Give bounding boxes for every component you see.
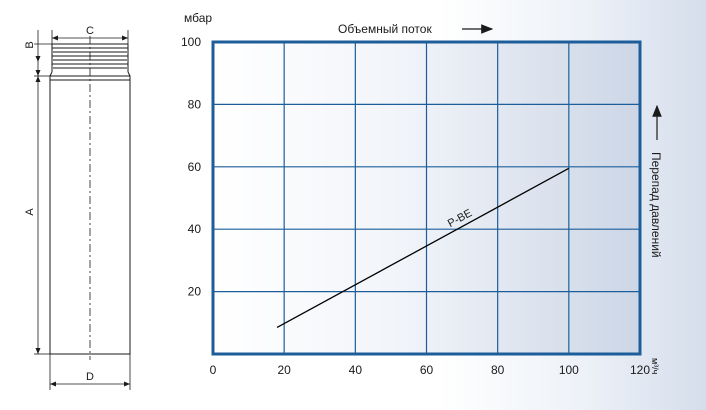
plot-frame (211, 40, 642, 356)
x-tick-label: 120 (630, 363, 650, 377)
dim-b-label: B (24, 41, 36, 48)
x-tick-label: 40 (349, 363, 363, 377)
x-tick-label: 20 (277, 363, 291, 377)
y-unit-label: мбар (184, 11, 212, 25)
right-axis-label: Перепад давлений (649, 152, 663, 258)
x-tick-label: 80 (491, 363, 505, 377)
y-tick-label: 20 (188, 285, 202, 299)
dim-c-label: C (86, 25, 94, 37)
y-tick-label: 60 (188, 160, 202, 174)
x-unit-label: м³/ч (650, 358, 660, 375)
y-tick-label: 40 (188, 222, 202, 236)
y-tick-label: 80 (188, 97, 202, 111)
dim-a-label: A (24, 208, 36, 216)
dim-d-label: D (86, 371, 94, 383)
x-tick-label: 0 (210, 363, 217, 377)
tick-labels: 0 20 40 60 80 100 120 20 40 60 80 100 (181, 35, 650, 377)
filter-drawing (34, 30, 131, 390)
x-tick-label: 100 (559, 363, 579, 377)
grid (213, 42, 640, 354)
y-tick-label: 100 (181, 35, 201, 49)
x-tick-label: 60 (420, 363, 434, 377)
series-line-p-be (276, 167, 570, 329)
top-axis-label: Объемный поток (338, 22, 432, 36)
